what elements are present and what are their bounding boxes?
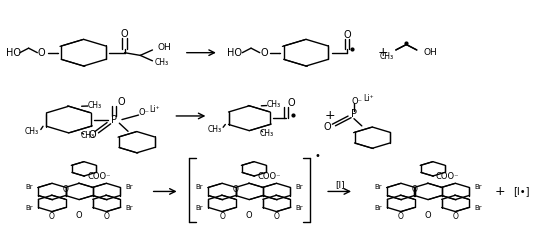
Text: Br: Br	[296, 205, 303, 211]
Text: CH₃: CH₃	[380, 52, 394, 61]
Text: Br: Br	[474, 184, 482, 190]
Text: Br: Br	[25, 184, 33, 190]
Text: O: O	[121, 29, 128, 39]
Text: +: +	[377, 46, 388, 59]
Text: +: +	[494, 185, 505, 198]
Text: Br: Br	[474, 205, 482, 211]
Text: O: O	[118, 98, 125, 108]
Text: O: O	[233, 184, 239, 194]
Text: O: O	[273, 212, 279, 220]
Text: O: O	[411, 184, 417, 194]
Text: COO⁻: COO⁻	[436, 172, 459, 182]
Text: CH₃: CH₃	[266, 100, 281, 109]
Text: O: O	[453, 212, 458, 220]
Text: CH₃: CH₃	[81, 131, 95, 140]
Text: O⁻: O⁻	[139, 108, 150, 117]
Text: COO⁻: COO⁻	[257, 172, 281, 182]
Text: COO⁻: COO⁻	[87, 172, 110, 182]
Text: O: O	[76, 211, 83, 220]
Text: O: O	[63, 184, 69, 194]
Text: P: P	[111, 114, 117, 124]
Text: Br: Br	[374, 205, 382, 211]
Text: P: P	[351, 109, 357, 119]
Text: [I•]: [I•]	[514, 186, 530, 196]
Text: O: O	[88, 130, 96, 140]
Text: Li⁺: Li⁺	[364, 94, 374, 103]
Text: OH: OH	[424, 48, 438, 57]
Text: O: O	[425, 211, 431, 220]
Text: O: O	[103, 212, 109, 220]
Text: CH₃: CH₃	[88, 100, 102, 110]
Text: O: O	[398, 212, 404, 220]
Text: Li⁺: Li⁺	[149, 105, 159, 114]
Text: CH₃: CH₃	[207, 124, 222, 134]
Text: Br: Br	[296, 184, 303, 190]
Text: Br: Br	[126, 184, 133, 190]
Text: O: O	[260, 48, 268, 58]
Text: Br: Br	[195, 205, 203, 211]
Text: Br: Br	[374, 184, 382, 190]
Text: +: +	[325, 110, 336, 122]
Text: HO: HO	[6, 48, 21, 58]
Text: •: •	[314, 151, 320, 161]
Text: CH₃: CH₃	[25, 127, 39, 136]
Text: Br: Br	[126, 205, 133, 211]
Text: CH₃: CH₃	[155, 58, 169, 67]
Text: Br: Br	[25, 205, 33, 211]
Text: O: O	[219, 212, 225, 220]
Text: O: O	[288, 98, 295, 108]
Text: [I]: [I]	[335, 180, 344, 189]
Text: O: O	[323, 122, 331, 132]
Text: O: O	[49, 212, 55, 220]
Text: O: O	[246, 211, 253, 220]
Text: HO: HO	[228, 48, 243, 58]
Text: OH: OH	[158, 43, 172, 52]
Text: CH₃: CH₃	[260, 129, 274, 138]
Text: O: O	[38, 48, 45, 58]
Text: Br: Br	[195, 184, 203, 190]
Text: O: O	[343, 30, 351, 40]
Text: O⁻: O⁻	[351, 97, 362, 106]
